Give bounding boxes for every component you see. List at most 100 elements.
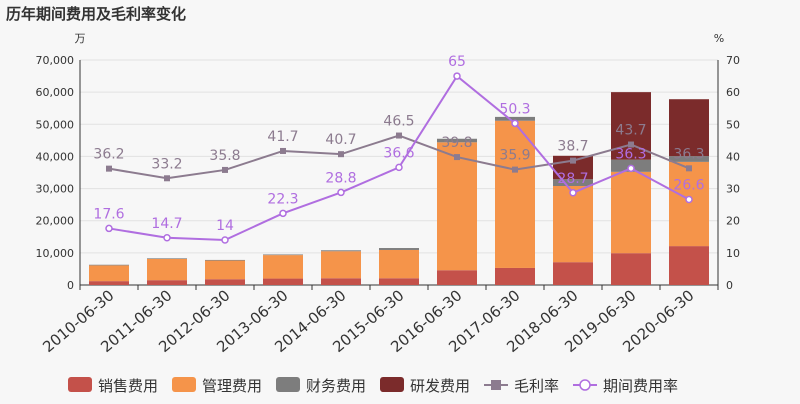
- right-tick-label: 50: [726, 118, 740, 131]
- bar-销售费用: [89, 281, 129, 285]
- bar-销售费用: [263, 278, 303, 285]
- point-期间费用率: [569, 189, 577, 197]
- left-tick-label: 30,000: [36, 183, 75, 196]
- bar-财务费用: [263, 254, 303, 256]
- bar-财务费用: [669, 156, 709, 162]
- bar-财务费用: [205, 259, 245, 261]
- left-tick-label: 60,000: [36, 86, 75, 99]
- point-毛利率: [338, 151, 344, 158]
- point-期间费用率: [395, 163, 403, 172]
- bar-管理费用: [205, 260, 245, 280]
- data-label-期间费用率: 14.7: [151, 216, 182, 232]
- left-tick-label: 50,000: [36, 118, 75, 131]
- bar-财务费用: [437, 138, 477, 143]
- point-毛利率: [222, 166, 228, 173]
- bar-销售费用: [205, 279, 245, 285]
- data-label-毛利率: 39.8: [441, 135, 472, 151]
- point-毛利率: [686, 165, 692, 172]
- right-tick-label: 10: [726, 247, 740, 260]
- data-label-期间费用率: 36.3: [615, 146, 646, 162]
- point-期间费用率: [221, 236, 229, 244]
- bar-管理费用: [553, 186, 593, 263]
- legend-label: 管理费用: [202, 377, 262, 395]
- data-label-毛利率: 35.9: [499, 148, 530, 164]
- bar-财务费用: [553, 179, 593, 186]
- point-毛利率: [106, 165, 112, 172]
- point-毛利率: [512, 166, 518, 173]
- point-毛利率: [164, 175, 170, 182]
- point-毛利率: [570, 157, 576, 164]
- right-tick-label: 30: [726, 183, 740, 196]
- data-label-期间费用率: 28.8: [325, 170, 356, 186]
- bar-销售费用: [495, 267, 535, 285]
- point-期间费用率: [163, 234, 171, 242]
- data-label-期间费用率: 26.6: [673, 178, 704, 194]
- bar-销售费用: [147, 280, 187, 285]
- bar-研发费用: [669, 99, 709, 157]
- left-axis-unit: 万: [75, 32, 86, 45]
- data-label-毛利率: 40.7: [325, 132, 356, 148]
- bar-管理费用: [669, 161, 709, 247]
- bar-管理费用: [89, 265, 129, 282]
- data-label-期间费用率: 50.3: [499, 101, 530, 117]
- bar-财务费用: [147, 258, 187, 259]
- data-label-毛利率: 35.8: [209, 148, 240, 164]
- data-label-毛利率: 36.3: [673, 146, 704, 162]
- right-tick-label: 70: [726, 54, 740, 67]
- legend-label: 研发费用: [410, 377, 470, 395]
- bar-管理费用: [321, 251, 361, 279]
- data-label-期间费用率: 22.3: [267, 191, 298, 207]
- left-tick-label: 10,000: [36, 247, 75, 260]
- point-期间费用率: [337, 188, 345, 197]
- point-期间费用率: [627, 164, 635, 173]
- bar-管理费用: [379, 249, 419, 279]
- legend-marker-毛利率: [491, 380, 501, 390]
- bar-销售费用: [553, 262, 593, 285]
- point-毛利率: [280, 147, 286, 154]
- left-tick-label: 40,000: [36, 150, 75, 163]
- bar-销售费用: [669, 246, 709, 285]
- right-tick-label: 20: [726, 215, 740, 228]
- right-tick-label: 40: [726, 150, 740, 163]
- chart-title: 历年期间费用及毛利率变化: [6, 5, 187, 23]
- legend-label: 销售费用: [98, 377, 158, 395]
- point-毛利率: [396, 132, 402, 139]
- bar-财务费用: [89, 264, 129, 266]
- point-期间费用率: [511, 119, 519, 128]
- data-label-毛利率: 36.2: [93, 147, 124, 163]
- data-label-期间费用率: 65: [448, 54, 466, 70]
- point-期间费用率: [279, 209, 287, 218]
- legend-swatch-研发费用: [380, 377, 404, 392]
- bar-管理费用: [495, 120, 535, 268]
- data-label-期间费用率: 14: [216, 218, 234, 234]
- data-label-毛利率: 43.7: [615, 123, 646, 139]
- left-tick-label: 0: [67, 279, 74, 292]
- legend-swatch-销售费用: [68, 377, 92, 392]
- bar-销售费用: [379, 278, 419, 285]
- point-期间费用率: [685, 195, 693, 204]
- data-label-毛利率: 41.7: [267, 129, 298, 145]
- right-tick-label: 60: [726, 86, 740, 99]
- data-label-毛利率: 46.5: [383, 114, 414, 130]
- legend-label: 财务费用: [306, 377, 366, 395]
- left-tick-label: 20,000: [36, 215, 75, 228]
- data-label-毛利率: 38.7: [557, 139, 588, 155]
- bar-销售费用: [321, 278, 361, 285]
- legend-label: 毛利率: [514, 377, 559, 395]
- bar-财务费用: [321, 250, 361, 252]
- point-毛利率: [628, 141, 634, 148]
- point-毛利率: [454, 154, 460, 161]
- bar-管理费用: [437, 142, 477, 271]
- legend-marker-期间费用率: [579, 379, 591, 391]
- point-期间费用率: [105, 224, 113, 233]
- left-tick-label: 70,000: [36, 54, 75, 67]
- data-label-期间费用率: 28.7: [557, 171, 588, 187]
- data-label-期间费用率: 17.6: [93, 206, 124, 222]
- legend-label: 期间费用率: [603, 377, 678, 395]
- bar-管理费用: [611, 171, 651, 254]
- legend-swatch-管理费用: [172, 377, 196, 392]
- data-label-期间费用率: 36.6: [383, 145, 414, 161]
- bar-管理费用: [147, 258, 187, 281]
- data-label-毛利率: 33.2: [151, 156, 182, 172]
